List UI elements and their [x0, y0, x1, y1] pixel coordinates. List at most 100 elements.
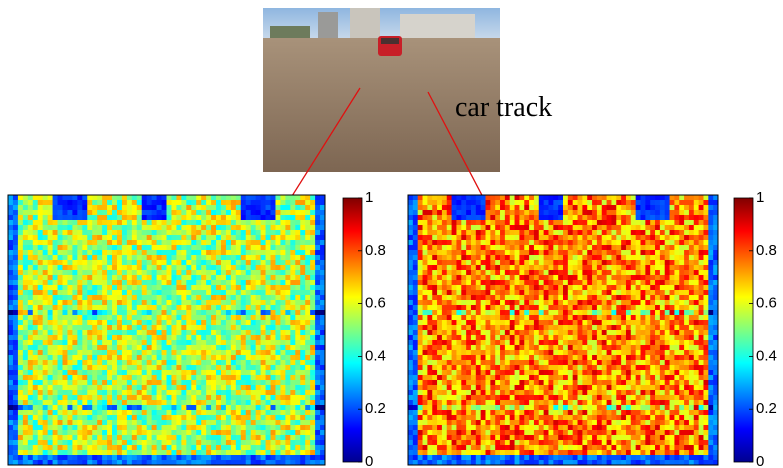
heatmap-cell: [611, 230, 616, 235]
heatmap-cell: [534, 195, 539, 200]
heatmap-cell: [216, 205, 221, 210]
heatmap-cell: [107, 335, 112, 340]
heatmap-cell: [67, 220, 72, 225]
heatmap-cell: [607, 310, 612, 315]
heatmap-cell: [558, 310, 563, 315]
heatmap-cell: [256, 450, 261, 455]
heatmap-cell: [495, 215, 500, 220]
heatmap-cell: [58, 305, 63, 310]
heatmap-cell: [261, 290, 266, 295]
heatmap-cell: [67, 415, 72, 420]
heatmap-cell: [708, 205, 713, 210]
heatmap-cell: [285, 370, 290, 375]
heatmap-cell: [18, 380, 23, 385]
heatmap-cell: [280, 330, 285, 335]
heatmap-cell: [413, 310, 418, 315]
heatmap-cell: [432, 240, 437, 245]
heatmap-cell: [211, 280, 216, 285]
heatmap-cell: [82, 390, 87, 395]
heatmap-cell: [679, 220, 684, 225]
heatmap-cell: [58, 365, 63, 370]
heatmap-cell: [285, 400, 290, 405]
heatmap-cell: [13, 250, 18, 255]
heatmap-cell: [206, 405, 211, 410]
heatmap-cell: [127, 340, 132, 345]
heatmap-cell: [196, 315, 201, 320]
heatmap-cell: [505, 235, 510, 240]
heatmap-cell: [231, 300, 236, 305]
heatmap-cell: [181, 305, 186, 310]
heatmap-cell: [201, 215, 206, 220]
heatmap-cell: [176, 390, 181, 395]
heatmap-cell: [568, 245, 573, 250]
heatmap-cell: [275, 355, 280, 360]
heatmap-cell: [48, 310, 53, 315]
heatmap-cell: [58, 385, 63, 390]
heatmap-cell: [655, 260, 660, 265]
heatmap-cell: [132, 345, 137, 350]
heatmap-cell: [77, 240, 82, 245]
heatmap-cell: [157, 260, 162, 265]
heatmap-cell: [495, 295, 500, 300]
heatmap-cell: [8, 255, 13, 260]
heatmap-cell: [13, 440, 18, 445]
heatmap-cell: [236, 310, 241, 315]
heatmap-cell: [271, 405, 276, 410]
heatmap-cell: [447, 210, 452, 215]
heatmap-cell: [8, 395, 13, 400]
heatmap-cell: [142, 355, 147, 360]
heatmap-cell: [162, 400, 167, 405]
heatmap-cell: [92, 420, 97, 425]
heatmap-cell: [510, 295, 515, 300]
heatmap-cell: [201, 220, 206, 225]
heatmap-cell: [674, 210, 679, 215]
heatmap-cell: [157, 365, 162, 370]
heatmap-cell: [33, 410, 38, 415]
heatmap-cell: [241, 270, 246, 275]
heatmap-cell: [524, 220, 529, 225]
heatmap-cell: [674, 310, 679, 315]
heatmap-cell: [72, 345, 77, 350]
heatmap-cell: [28, 455, 33, 460]
heatmap-cell: [461, 305, 466, 310]
heatmap-cell: [167, 355, 172, 360]
heatmap-cell: [578, 280, 583, 285]
heatmap-cell: [305, 375, 310, 380]
heatmap-cell: [8, 275, 13, 280]
heatmap-cell: [132, 350, 137, 355]
heatmap-cell: [221, 440, 226, 445]
heatmap-cell: [650, 260, 655, 265]
heatmap-cell: [201, 450, 206, 455]
heatmap-cell: [92, 300, 97, 305]
heatmap-cell: [305, 410, 310, 415]
heatmap-cell: [186, 355, 191, 360]
heatmap-cell: [548, 310, 553, 315]
heatmap-cell: [206, 450, 211, 455]
heatmap-cell: [58, 245, 63, 250]
heatmap-cell: [641, 205, 646, 210]
heatmap-cell: [18, 425, 23, 430]
heatmap-cell: [285, 235, 290, 240]
heatmap-cell: [582, 260, 587, 265]
heatmap-cell: [142, 295, 147, 300]
heatmap-cell: [13, 210, 18, 215]
heatmap-cell: [181, 235, 186, 240]
heatmap-cell: [43, 240, 48, 245]
heatmap-cell: [689, 210, 694, 215]
heatmap-cell: [684, 295, 689, 300]
heatmap-cell: [176, 210, 181, 215]
heatmap-cell: [127, 320, 132, 325]
heatmap-cell: [241, 285, 246, 290]
heatmap-cell: [631, 230, 636, 235]
heatmap-cell: [191, 280, 196, 285]
heatmap-cell: [157, 310, 162, 315]
heatmap-cell: [544, 285, 549, 290]
heatmap-cell: [275, 275, 280, 280]
heatmap-cell: [592, 305, 597, 310]
heatmap-cell: [107, 255, 112, 260]
heatmap-cell: [38, 360, 43, 365]
heatmap-cell: [505, 245, 510, 250]
heatmap-cell: [157, 330, 162, 335]
heatmap-cell: [92, 240, 97, 245]
heatmap-cell: [43, 285, 48, 290]
